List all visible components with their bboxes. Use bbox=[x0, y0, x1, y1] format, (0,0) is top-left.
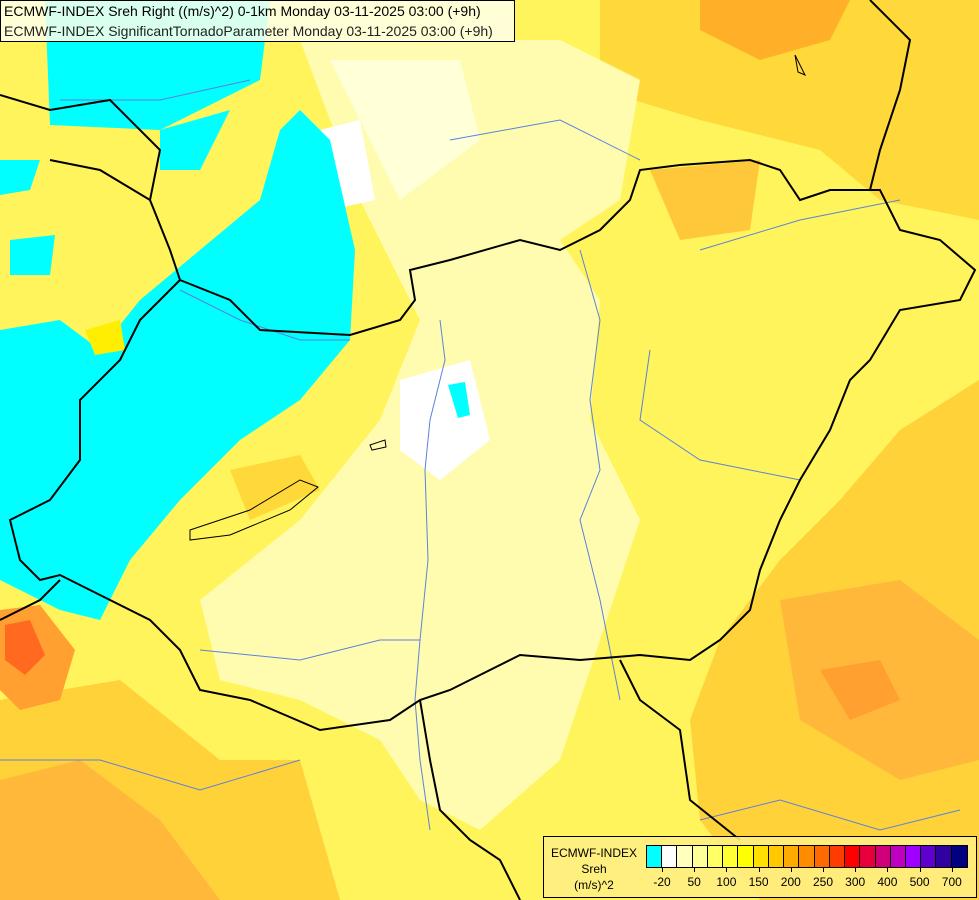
legend-tick bbox=[758, 867, 760, 872]
legend-swatch bbox=[921, 846, 937, 867]
legend-tick bbox=[726, 867, 728, 872]
legend-swatch bbox=[738, 846, 754, 867]
legend-tick-label: 150 bbox=[748, 875, 769, 889]
title-line-sreh: ECMWF-INDEX Sreh Right ((m/s)^2) 0-1km M… bbox=[4, 3, 481, 19]
legend-swatch bbox=[753, 846, 769, 867]
legend-swatch bbox=[936, 846, 952, 867]
title-line-stp: ECMWF-INDEX SignificantTornadoParameter … bbox=[4, 23, 493, 39]
legend-tick bbox=[951, 867, 953, 872]
legend-swatch bbox=[784, 846, 800, 867]
legend-tick bbox=[662, 867, 663, 872]
legend-swatch bbox=[905, 846, 922, 867]
legend-tick-label: -20 bbox=[653, 875, 671, 889]
legend-tick-label: 100 bbox=[716, 875, 737, 889]
legend-swatch bbox=[814, 846, 830, 867]
legend-parameter: Sreh bbox=[581, 862, 607, 876]
legend-tick bbox=[855, 867, 857, 872]
legend-tick-label: 700 bbox=[941, 875, 962, 889]
legend-swatch bbox=[829, 846, 846, 867]
legend-swatch bbox=[845, 846, 861, 867]
legend-tick-label: 300 bbox=[845, 875, 866, 889]
stp-contours bbox=[189, 54, 807, 541]
legend-swatch bbox=[799, 846, 815, 867]
legend-swatch bbox=[890, 846, 906, 867]
legend-swatch bbox=[647, 846, 663, 867]
legend-tick-label: 400 bbox=[877, 875, 898, 889]
legend-swatch bbox=[692, 846, 708, 867]
legend-tick bbox=[823, 867, 824, 872]
legend-tick bbox=[790, 867, 792, 872]
legend-label: ECMWF-INDEX Sreh (m/s)^2 bbox=[546, 845, 642, 893]
legend-color-bar bbox=[646, 845, 968, 868]
map-title: ECMWF-INDEX Sreh Right ((m/s)^2) 0-1km M… bbox=[0, 0, 515, 42]
legend-tick bbox=[887, 867, 889, 872]
legend-swatch bbox=[662, 846, 678, 867]
legend-source: ECMWF-INDEX bbox=[551, 846, 637, 860]
legend-tick bbox=[919, 867, 921, 872]
legend-swatch bbox=[768, 846, 785, 867]
legend-swatch bbox=[677, 846, 693, 867]
legend-swatch bbox=[723, 846, 739, 867]
legend-swatch bbox=[860, 846, 876, 867]
legend-tick-label: 200 bbox=[780, 875, 801, 889]
legend-tick-label: 500 bbox=[909, 875, 930, 889]
legend-swatch bbox=[951, 846, 967, 867]
legend-tick-label: 250 bbox=[812, 875, 834, 889]
legend-ticks: -20 50 100 150 200 250 300 400 500 700 bbox=[646, 867, 968, 897]
legend-tick bbox=[694, 867, 696, 872]
legend-unit: (m/s)^2 bbox=[574, 878, 614, 892]
legend-swatch bbox=[707, 846, 724, 867]
legend-swatch bbox=[875, 846, 891, 867]
color-legend: ECMWF-INDEX Sreh (m/s)^2 -20 50 100 150 200 2… bbox=[543, 836, 977, 898]
legend-tick-label: 50 bbox=[687, 875, 701, 889]
